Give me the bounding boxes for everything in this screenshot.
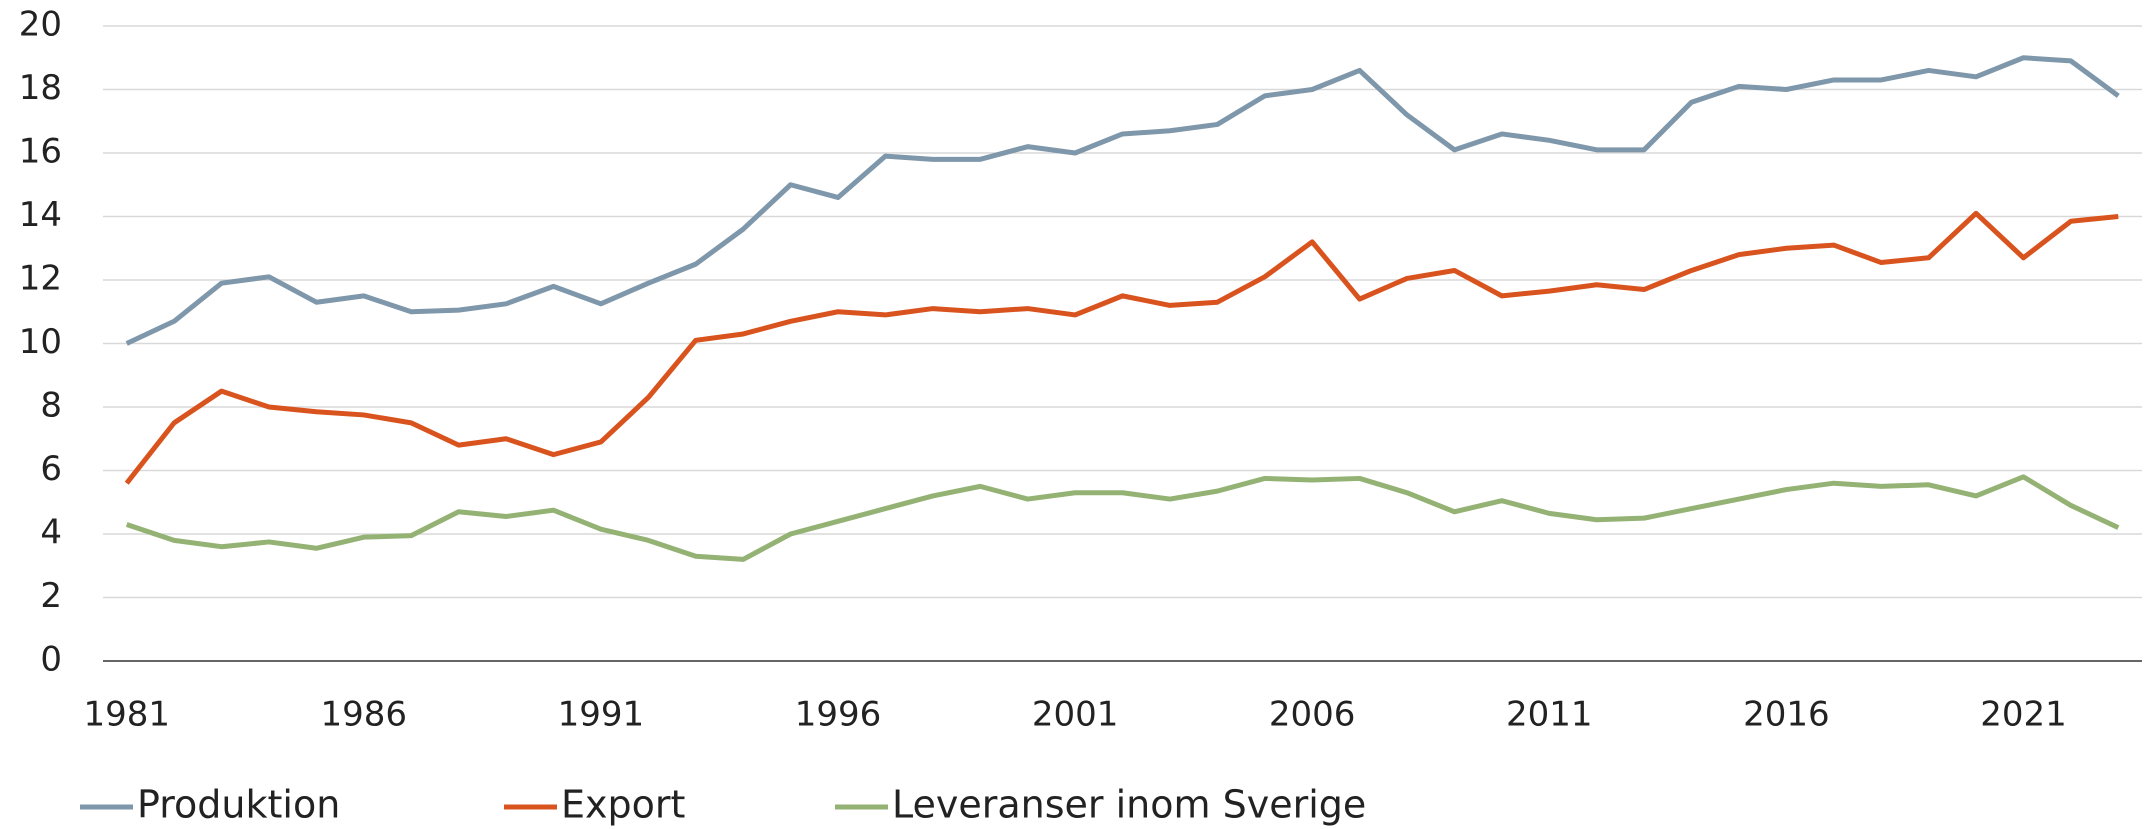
y-tick-label: 8 (40, 386, 62, 426)
series-line (125, 474, 2120, 562)
x-tick-label: 2011 (1506, 695, 1593, 735)
x-tick-label: 2001 (1032, 695, 1119, 735)
x-tick-label: 1986 (321, 695, 408, 735)
y-tick-label: 10 (19, 322, 62, 362)
y-tick-label: 4 (40, 513, 62, 553)
y-tick-label: 20 (19, 5, 62, 45)
y-tick-label: 6 (40, 449, 62, 489)
y-tick-label: 2 (40, 576, 62, 616)
y-tick-label: 14 (19, 195, 62, 235)
legend-label: Leveranser inom Sverige (892, 783, 1366, 827)
y-tick-label: 0 (40, 640, 62, 680)
x-tick-label: 2016 (1743, 695, 1830, 735)
y-tick-label: 16 (19, 132, 62, 172)
legend-label: Export (561, 783, 685, 827)
series-line (124, 210, 2119, 485)
series-line (125, 55, 2120, 346)
x-tick-label: 2021 (1980, 695, 2067, 735)
x-tick-label: 1981 (83, 695, 170, 735)
x-tick-label: 1991 (558, 695, 645, 735)
x-tick-label: 2006 (1269, 695, 1356, 735)
y-tick-label: 12 (19, 259, 62, 299)
legend-label: Produktion (137, 783, 340, 827)
y-tick-label: 18 (19, 68, 62, 108)
x-tick-label: 1996 (795, 695, 882, 735)
